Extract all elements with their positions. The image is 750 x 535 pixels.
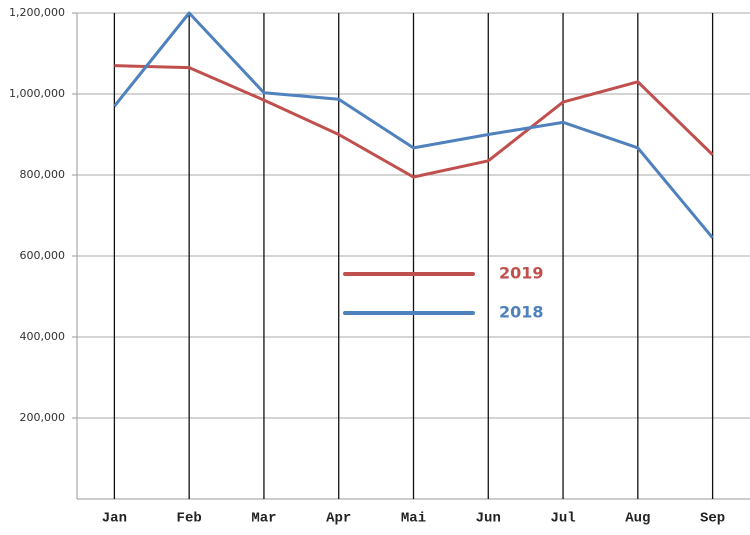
x-tick-label: Jun — [476, 511, 501, 527]
x-tick-label: Apr — [326, 511, 351, 527]
y-tick-label: 200,000 — [20, 411, 66, 424]
x-tick-label: Mai — [401, 511, 426, 527]
y-tick-label: 400,000 — [20, 330, 66, 343]
x-tick-label: Jan — [102, 511, 127, 527]
series-line — [114, 64, 714, 179]
y-tick-label: 800,000 — [20, 168, 66, 181]
x-tick-label: Mar — [251, 511, 276, 527]
x-tick-label: Aug — [625, 511, 650, 527]
y-tick-label: 1,200,000 — [9, 6, 65, 19]
series-line — [113, 11, 714, 239]
legend-label: 2018 — [499, 303, 544, 322]
x-tick-label: Sep — [700, 511, 725, 527]
x-tick-label: Feb — [177, 511, 202, 527]
y-tick-label: 1,000,000 — [9, 87, 65, 100]
y-tick-label: 600,000 — [20, 249, 66, 262]
x-tick-label: Jul — [550, 511, 575, 527]
legend-label: 2019 — [499, 264, 544, 283]
